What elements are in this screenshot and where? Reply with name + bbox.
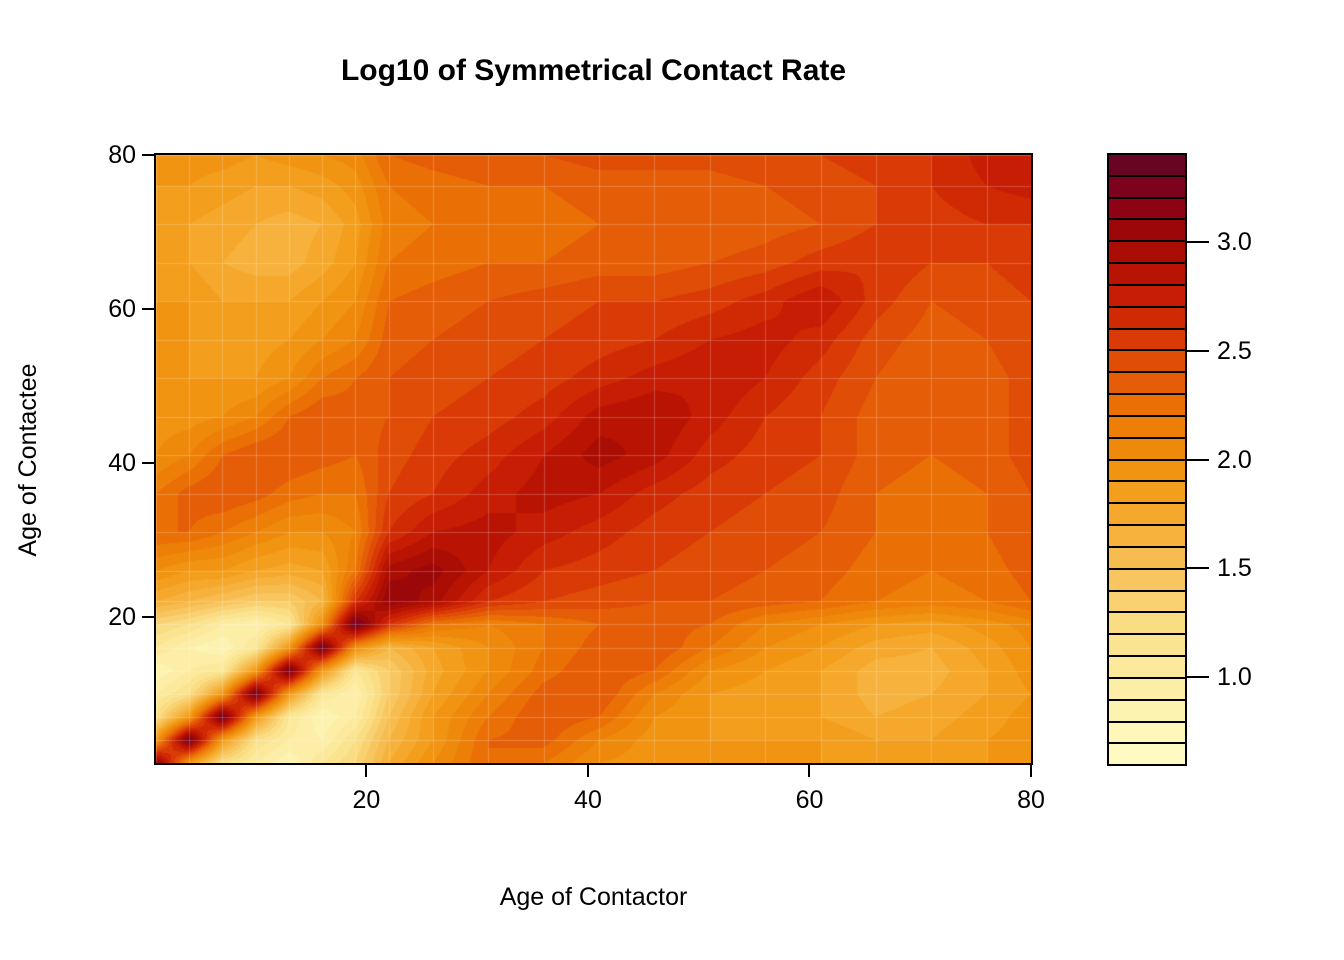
legend-cell: [1109, 744, 1185, 765]
legend-cell: [1109, 373, 1185, 396]
legend-cell: [1109, 591, 1185, 614]
y-tick-mark: [142, 461, 154, 464]
legend-cell: [1109, 678, 1185, 701]
legend-cell: [1109, 264, 1185, 286]
legend-cell: [1109, 657, 1185, 679]
x-tick-label: 40: [574, 786, 602, 814]
heatmap-canvas: [156, 155, 1031, 763]
legend-tick-mark: [1187, 458, 1209, 461]
legend-cell: [1109, 285, 1185, 308]
legend-tick-label: 1.0: [1217, 663, 1252, 691]
color-legend: [1107, 153, 1187, 766]
legend-tick-mark: [1187, 676, 1209, 678]
legend-tick-label: 2.5: [1217, 336, 1252, 365]
x-tick-label: 80: [1017, 786, 1045, 814]
y-axis-title: Age of Contactee: [14, 363, 42, 557]
x-tick-mark: [808, 765, 811, 777]
y-tick-label: 60: [108, 294, 136, 323]
x-tick-mark: [365, 765, 368, 777]
legend-cell: [1109, 351, 1185, 374]
legend-cell: [1109, 613, 1185, 636]
legend-tick-label: 2.0: [1217, 445, 1252, 474]
legend-cell: [1109, 307, 1185, 330]
y-tick-mark: [142, 615, 154, 618]
legend-cell: [1109, 504, 1185, 527]
legend-cell: [1109, 700, 1185, 723]
legend-cell: [1109, 395, 1185, 417]
x-tick-mark: [586, 765, 589, 777]
plot-area: [154, 153, 1033, 765]
legend-cell: [1109, 155, 1185, 177]
legend-tick-mark: [1187, 349, 1209, 352]
legend-tick-mark: [1187, 241, 1209, 243]
x-axis-title: Age of Contactor: [499, 883, 688, 911]
legend-cell: [1109, 722, 1185, 745]
legend-cell: [1109, 220, 1185, 243]
legend-tick-label: 3.0: [1217, 228, 1252, 256]
y-tick-label: 20: [108, 602, 136, 631]
legend-cell: [1109, 460, 1185, 483]
y-tick-mark: [142, 307, 154, 310]
x-tick-label: 20: [352, 786, 381, 814]
x-tick-mark: [1030, 765, 1032, 777]
y-tick-label: 40: [108, 448, 136, 477]
legend-cell: [1109, 242, 1185, 265]
y-tick-mark: [142, 154, 154, 156]
x-tick-label: 60: [795, 786, 824, 814]
legend-cell: [1109, 416, 1185, 439]
legend-tick-label: 1.5: [1217, 554, 1252, 583]
legend-cell: [1109, 569, 1185, 592]
legend-cell: [1109, 547, 1185, 570]
legend-cell: [1109, 198, 1185, 221]
legend-cell: [1109, 482, 1185, 505]
legend-tick-mark: [1187, 567, 1209, 570]
y-tick-label: 80: [108, 141, 136, 169]
legend-cell: [1109, 635, 1185, 658]
legend-cell: [1109, 329, 1185, 352]
chart-title: Log10 of Symmetrical Contact Rate: [340, 54, 847, 87]
legend-cell: [1109, 438, 1185, 461]
legend-cell: [1109, 176, 1185, 199]
legend-cell: [1109, 526, 1185, 548]
